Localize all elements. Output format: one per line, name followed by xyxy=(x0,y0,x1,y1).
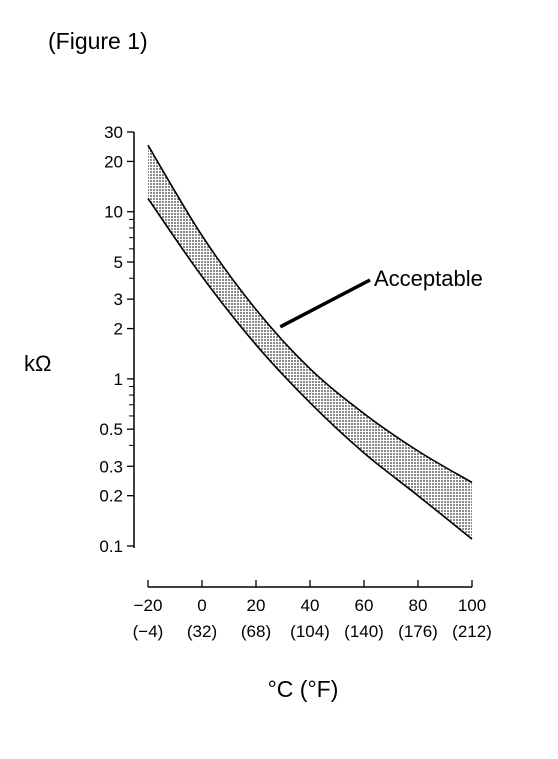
y-tick-label: 10 xyxy=(104,203,123,222)
x-tick-label: 100 xyxy=(458,596,486,615)
y-axis-label: kΩ xyxy=(24,351,51,376)
y-tick-label: 0.1 xyxy=(99,537,123,556)
figure-label: (Figure 1) xyxy=(48,28,148,54)
plot-area: Acceptable xyxy=(147,144,483,540)
y-axis-ticks: 30 20 10 5 3 2 1 0.5 0.3 0.2 0.1 xyxy=(99,123,134,556)
lower-limit-curve xyxy=(147,198,473,540)
x-tick-sublabel: (212) xyxy=(452,622,492,641)
y-tick-label: 0.5 xyxy=(99,420,123,439)
annotation-label: Acceptable xyxy=(374,266,483,291)
x-tick-label: 0 xyxy=(197,596,206,615)
x-tick-sublabel: (104) xyxy=(290,622,330,641)
x-axis-ticks: −20 (−4) 0 (32) 20 (68) 40 (104) 60 (140) 80 (176) 1… xyxy=(133,580,492,641)
y-tick-label: 2 xyxy=(114,320,123,339)
y-tick-label: 0.3 xyxy=(99,457,123,476)
x-tick-sublabel: (32) xyxy=(187,622,217,641)
y-tick-label: 30 xyxy=(104,123,123,142)
x-tick-sublabel: (140) xyxy=(344,622,384,641)
y-tick-label: 0.2 xyxy=(99,487,123,506)
x-tick-sublabel: (68) xyxy=(241,622,271,641)
x-tick-label: 60 xyxy=(355,596,374,615)
y-tick-label: 20 xyxy=(104,152,123,171)
x-tick-label: −20 xyxy=(134,596,163,615)
x-tick-sublabel: (176) xyxy=(398,622,438,641)
x-tick-label: 20 xyxy=(247,596,266,615)
y-tick-label: 3 xyxy=(114,290,123,309)
annotation-leader-line xyxy=(279,278,371,329)
y-tick-label: 1 xyxy=(114,370,123,389)
x-tick-label: 40 xyxy=(301,596,320,615)
x-axis-label: °C (°F) xyxy=(268,676,339,702)
upper-limit-curve xyxy=(147,144,473,484)
y-tick-label: 5 xyxy=(114,253,123,272)
acceptable-band xyxy=(148,145,472,540)
x-tick-sublabel: (−4) xyxy=(133,622,164,641)
x-tick-label: 80 xyxy=(409,596,428,615)
